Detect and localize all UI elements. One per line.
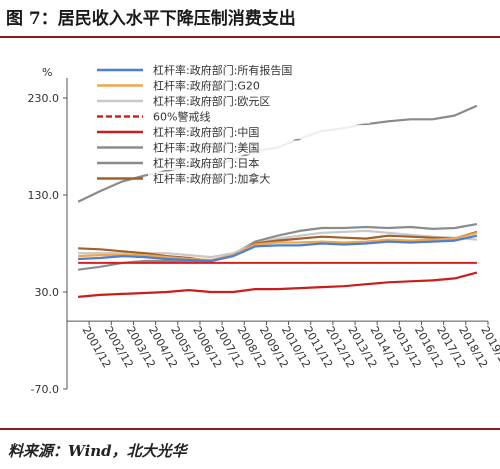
source-note: 料来源：Wind，北大光华 [8,442,187,460]
bottom-rule [0,428,500,430]
y-tick-label: 230.0 [28,92,60,105]
legend-bg [148,156,370,170]
legend-label: 杠杆率:政府部门:日本 [153,156,259,170]
legend-label: 杠杆率:政府部门:美国 [153,141,259,155]
y-tick-label: -70.0 [31,383,59,396]
figure-title: 图 7：居民收入水平下降压制消费支出 [6,9,296,29]
legend-label: 60%警戒线 [153,110,210,124]
legend-bg [148,125,370,139]
series-line [77,223,478,271]
legend-bg [148,78,370,93]
legend-label: 杠杆率:政府部门:欧元区 [153,94,270,108]
legend-bg [148,171,370,186]
legend-bg [148,94,370,108]
legend-label: 杠杆率:政府部门:G20 [153,79,260,93]
chart-series [77,104,478,298]
series-line [78,271,478,298]
series-line [78,231,478,262]
top-rule [0,36,500,38]
y-axis-unit: % [42,66,52,79]
series-line [78,234,478,263]
legend-bg [148,109,370,124]
legend-label: 杠杆率:政府部门:中国 [153,125,259,139]
series-line [78,230,478,263]
y-tick-label: 30.0 [35,286,60,299]
legend-bg [148,140,370,155]
legend-label: 杠杆率:政府部门:所有报告国 [153,63,292,77]
legend-label: 杠杆率:政府部门:加拿大 [153,172,270,186]
y-tick-label: 130.0 [28,189,60,202]
legend-bg [148,63,370,77]
